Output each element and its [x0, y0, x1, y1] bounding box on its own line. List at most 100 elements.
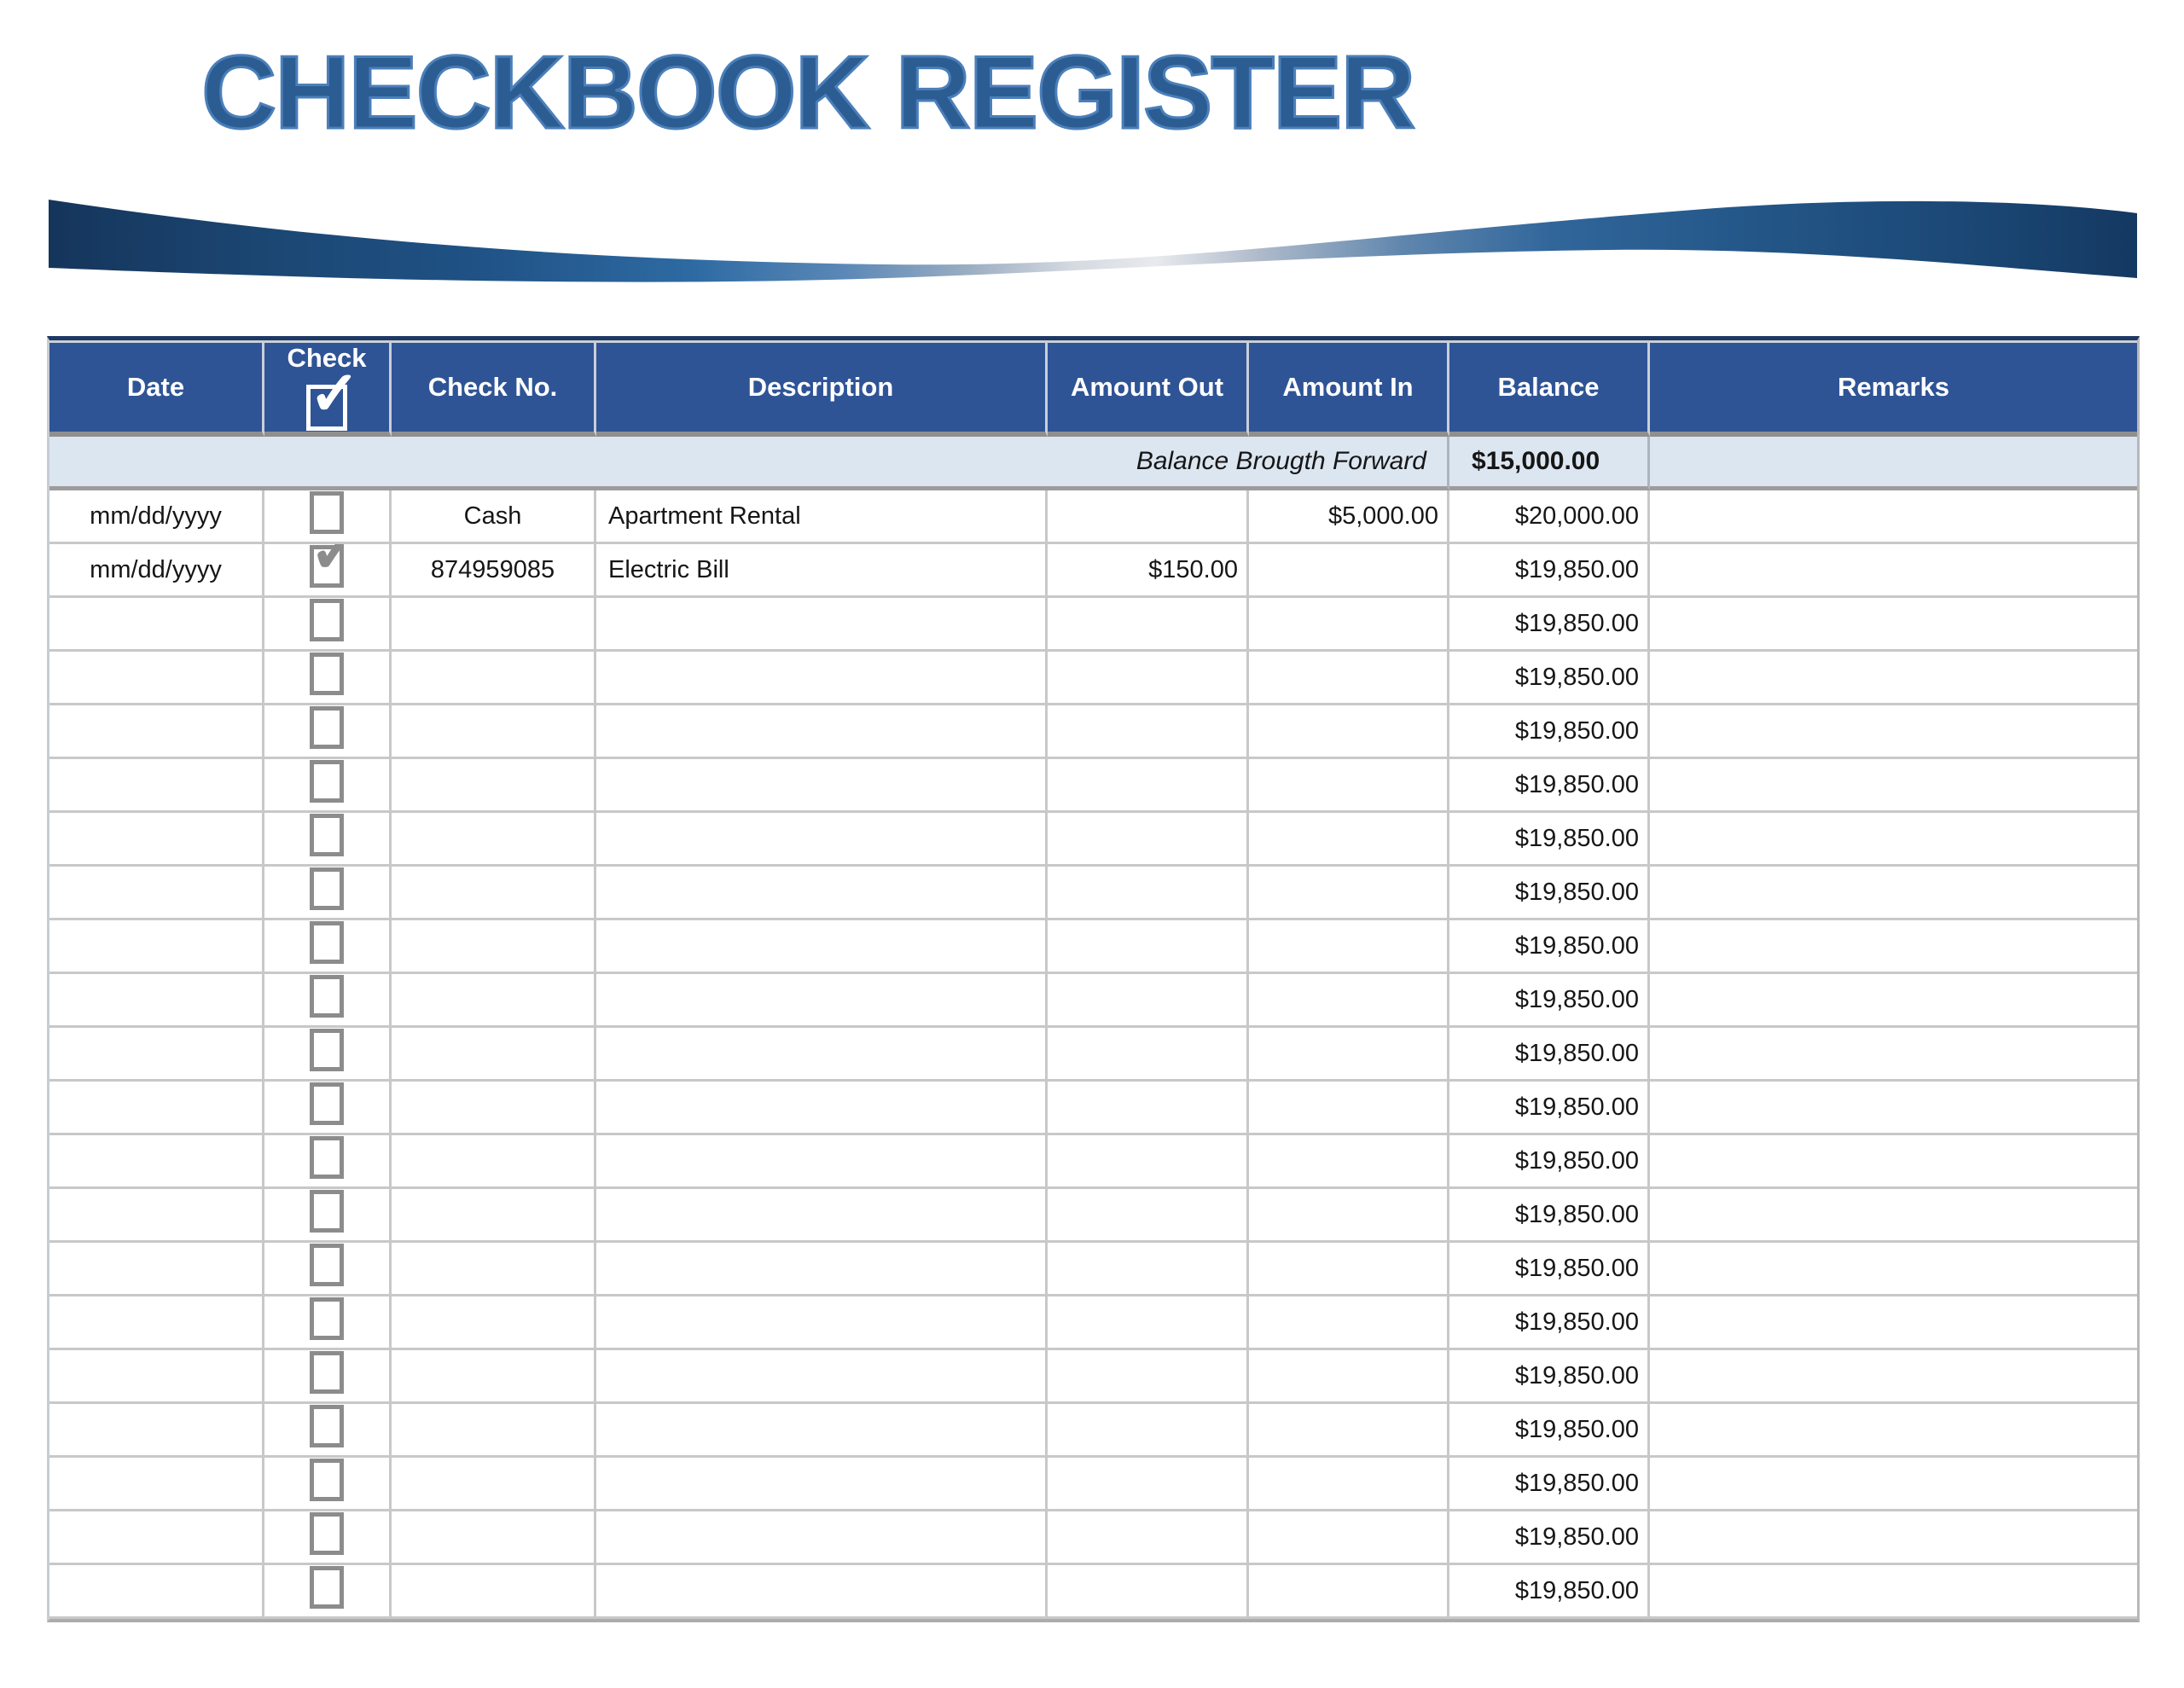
cell-remarks[interactable] — [1650, 1189, 2137, 1244]
cell-remarks[interactable] — [1650, 1404, 2137, 1459]
cell-description[interactable] — [596, 1135, 1048, 1190]
cell-date[interactable] — [49, 1458, 264, 1512]
cell-check-no[interactable] — [392, 598, 596, 653]
cell-description[interactable] — [596, 705, 1048, 760]
cell-date[interactable] — [49, 1082, 264, 1136]
cell-description[interactable] — [596, 1082, 1048, 1136]
cell-check-no[interactable] — [392, 759, 596, 814]
cell-description[interactable] — [596, 598, 1048, 653]
checkbox-icon[interactable] — [310, 1136, 344, 1180]
cell-balance[interactable]: $19,850.00 — [1449, 1511, 1650, 1566]
cell-check[interactable] — [264, 1565, 392, 1620]
cell-description[interactable] — [596, 759, 1048, 814]
cell-check-no[interactable] — [392, 1189, 596, 1244]
cell-check[interactable] — [264, 1189, 392, 1244]
checkbox-icon[interactable] — [310, 760, 344, 803]
cell-check[interactable] — [264, 705, 392, 760]
cell-date[interactable] — [49, 1350, 264, 1405]
cell-check[interactable] — [264, 974, 392, 1029]
cell-amount-in[interactable] — [1249, 1243, 1449, 1297]
checkbox-icon[interactable] — [310, 921, 344, 965]
cell-balance[interactable]: $19,850.00 — [1449, 1404, 1650, 1459]
cell-check[interactable] — [264, 1350, 392, 1405]
cell-check-no[interactable] — [392, 1028, 596, 1082]
cell-description[interactable] — [596, 1404, 1048, 1459]
cell-description[interactable] — [596, 1028, 1048, 1082]
cell-amount-out[interactable] — [1048, 920, 1249, 975]
checkbox-icon[interactable] — [310, 1190, 344, 1233]
cell-amount-out[interactable]: $150.00 — [1048, 544, 1249, 599]
cell-amount-in[interactable] — [1249, 974, 1449, 1029]
cell-date[interactable] — [49, 813, 264, 867]
cell-balance[interactable]: $19,850.00 — [1449, 1243, 1650, 1297]
cell-description[interactable]: Electric Bill — [596, 544, 1048, 599]
cell-date[interactable] — [49, 867, 264, 921]
cell-check[interactable] — [264, 1511, 392, 1566]
cell-remarks[interactable] — [1650, 759, 2137, 814]
cell-check[interactable] — [264, 759, 392, 814]
cell-date[interactable] — [49, 1404, 264, 1459]
cell-remarks[interactable] — [1650, 1243, 2137, 1297]
cell-check-no[interactable] — [392, 1458, 596, 1512]
cell-balance[interactable]: $19,850.00 — [1449, 598, 1650, 653]
cell-date[interactable]: mm/dd/yyyy — [49, 490, 264, 545]
cell-remarks[interactable] — [1650, 1028, 2137, 1082]
cell-check[interactable] — [264, 1243, 392, 1297]
checkbox-icon[interactable] — [310, 1082, 344, 1126]
cell-balance[interactable]: $19,850.00 — [1449, 813, 1650, 867]
checkbox-icon[interactable] — [310, 1512, 344, 1556]
checkbox-icon[interactable] — [309, 544, 363, 589]
cell-amount-in[interactable] — [1249, 813, 1449, 867]
cell-date[interactable] — [49, 759, 264, 814]
checkbox-icon[interactable] — [310, 1351, 344, 1395]
checkbox-icon[interactable] — [310, 975, 344, 1018]
cell-amount-in[interactable] — [1249, 920, 1449, 975]
cell-date[interactable] — [49, 1135, 264, 1190]
cell-check-no[interactable] — [392, 1082, 596, 1136]
cell-check-no[interactable] — [392, 813, 596, 867]
balance-forward-remarks[interactable] — [1650, 437, 2137, 491]
cell-amount-out[interactable] — [1048, 1458, 1249, 1512]
cell-amount-in[interactable] — [1249, 1404, 1449, 1459]
cell-amount-out[interactable] — [1048, 1189, 1249, 1244]
cell-balance[interactable]: $19,850.00 — [1449, 1082, 1650, 1136]
cell-balance[interactable]: $19,850.00 — [1449, 652, 1650, 706]
cell-date[interactable] — [49, 920, 264, 975]
cell-check-no[interactable] — [392, 867, 596, 921]
cell-amount-out[interactable] — [1048, 759, 1249, 814]
cell-amount-in[interactable] — [1249, 544, 1449, 599]
cell-amount-out[interactable] — [1048, 1028, 1249, 1082]
cell-amount-out[interactable] — [1048, 1135, 1249, 1190]
cell-check[interactable] — [264, 1404, 392, 1459]
cell-description[interactable] — [596, 1350, 1048, 1405]
cell-check[interactable] — [264, 867, 392, 921]
checkbox-icon[interactable] — [310, 1405, 344, 1448]
cell-amount-in[interactable] — [1249, 1511, 1449, 1566]
checkbox-icon[interactable] — [310, 491, 344, 535]
checkbox-icon[interactable] — [310, 1297, 344, 1341]
cell-date[interactable] — [49, 974, 264, 1029]
cell-amount-in[interactable] — [1249, 1028, 1449, 1082]
cell-description[interactable] — [596, 1296, 1048, 1351]
cell-description[interactable] — [596, 1511, 1048, 1566]
cell-date[interactable] — [49, 1296, 264, 1351]
cell-check-no[interactable] — [392, 1511, 596, 1566]
cell-amount-in[interactable] — [1249, 1189, 1449, 1244]
cell-balance[interactable]: $19,850.00 — [1449, 1350, 1650, 1405]
cell-amount-in[interactable] — [1249, 652, 1449, 706]
cell-check-no[interactable] — [392, 1565, 596, 1620]
cell-description[interactable] — [596, 1243, 1048, 1297]
cell-check-no[interactable] — [392, 652, 596, 706]
cell-check-no[interactable] — [392, 920, 596, 975]
cell-check[interactable] — [264, 1458, 392, 1512]
balance-forward-amount[interactable]: $15,000.00 — [1449, 437, 1650, 491]
cell-remarks[interactable] — [1650, 1296, 2137, 1351]
cell-amount-out[interactable] — [1048, 598, 1249, 653]
cell-balance[interactable]: $19,850.00 — [1449, 1565, 1650, 1620]
cell-balance[interactable]: $19,850.00 — [1449, 1296, 1650, 1351]
cell-amount-in[interactable] — [1249, 598, 1449, 653]
cell-balance[interactable]: $19,850.00 — [1449, 974, 1650, 1029]
cell-amount-out[interactable] — [1048, 652, 1249, 706]
cell-amount-in[interactable] — [1249, 705, 1449, 760]
cell-balance[interactable]: $19,850.00 — [1449, 759, 1650, 814]
